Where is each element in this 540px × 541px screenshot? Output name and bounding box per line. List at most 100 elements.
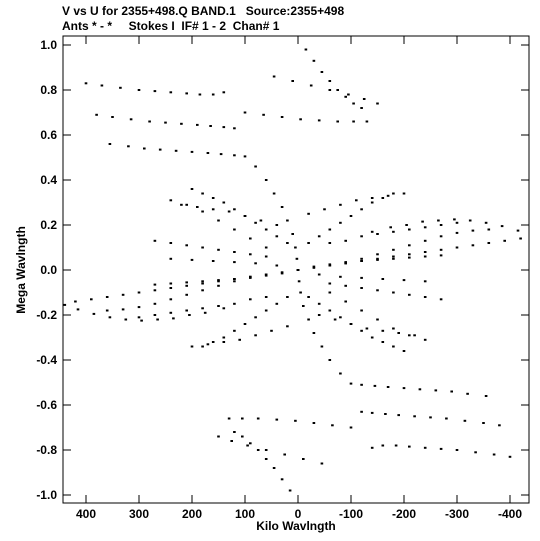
- uv-point: [312, 422, 316, 424]
- uv-point: [392, 192, 395, 195]
- y-tick-label: 0.4: [40, 173, 57, 187]
- uv-point: [463, 419, 467, 422]
- uv-point: [129, 118, 133, 121]
- uv-point: [201, 289, 204, 292]
- uv-point: [169, 311, 173, 314]
- uv-point: [275, 418, 279, 421]
- uv-point: [508, 455, 512, 458]
- uv-point: [328, 359, 332, 361]
- uv-point: [320, 462, 324, 465]
- uv-point: [328, 228, 332, 231]
- uv-point: [259, 219, 263, 222]
- uv-point: [201, 210, 204, 213]
- uv-point: [381, 278, 385, 280]
- uv-point: [185, 281, 188, 284]
- uv-point: [423, 226, 427, 229]
- uv-point: [360, 329, 363, 332]
- uv-point: [243, 155, 247, 158]
- uv-point: [373, 384, 377, 387]
- uv-point: [381, 444, 385, 447]
- uv-point: [296, 269, 300, 271]
- uv-point: [328, 291, 332, 294]
- uv-point: [360, 309, 363, 312]
- uv-point: [307, 212, 310, 215]
- uv-point: [437, 219, 440, 222]
- uv-point: [323, 208, 326, 211]
- uv-point: [429, 416, 432, 419]
- uv-point: [63, 303, 67, 306]
- uv-point: [317, 302, 321, 305]
- y-tick-label: 0.2: [40, 218, 57, 232]
- uv-point: [376, 318, 379, 321]
- uv-point: [455, 246, 459, 249]
- uv-point: [262, 113, 265, 116]
- uv-point: [153, 239, 157, 242]
- uv-point: [370, 197, 374, 199]
- uv-point: [370, 336, 374, 339]
- uv-point: [256, 449, 260, 451]
- uv-point: [219, 153, 223, 156]
- uv-point: [196, 123, 199, 126]
- uv-point: [328, 89, 332, 91]
- uv-point: [127, 145, 130, 148]
- uv-point: [211, 197, 215, 199]
- uv-point: [453, 218, 456, 221]
- x-tick-label: 200: [182, 507, 202, 521]
- uv-point: [336, 120, 339, 123]
- x-tick-label: -100: [339, 507, 363, 521]
- uv-point: [516, 229, 520, 232]
- uv-point: [376, 233, 379, 235]
- uv-point: [209, 125, 212, 127]
- uv-point: [423, 251, 427, 253]
- uv-point: [264, 296, 268, 298]
- uv-point: [423, 239, 427, 242]
- uv-point: [100, 84, 104, 87]
- uv-point: [243, 111, 247, 114]
- uv-point: [280, 116, 284, 118]
- uv-point: [153, 283, 157, 286]
- uv-point: [254, 334, 257, 337]
- uv-point: [408, 244, 411, 247]
- uv-point: [286, 325, 289, 328]
- uv-point: [397, 332, 400, 334]
- uv-point: [270, 329, 273, 332]
- uv-point: [299, 118, 302, 121]
- chart-title-line-2: Ants * - * Stokes I IF# 1 - 2 Chan# 1: [62, 19, 280, 33]
- uv-point: [333, 318, 337, 321]
- uv-point: [503, 239, 506, 242]
- uv-point: [233, 280, 236, 283]
- uv-point: [264, 228, 268, 231]
- uv-point: [288, 489, 292, 492]
- uv-point: [360, 287, 363, 289]
- uv-point: [376, 102, 379, 105]
- uv-point: [468, 219, 472, 222]
- uv-point: [498, 424, 501, 427]
- uv-point: [317, 314, 321, 316]
- uv-point: [280, 271, 284, 274]
- uv-point: [349, 426, 353, 429]
- uv-point: [355, 199, 358, 202]
- uv-point: [233, 251, 236, 253]
- uv-point: [434, 389, 438, 392]
- uv-point: [264, 179, 268, 181]
- x-tick-label: 300: [129, 507, 149, 521]
- uv-point: [108, 316, 112, 319]
- uv-point: [471, 229, 475, 232]
- x-tick-label: 0: [295, 507, 302, 521]
- uv-point: [392, 291, 395, 294]
- uv-point: [302, 305, 305, 307]
- uv-point: [344, 284, 347, 287]
- uv-point: [365, 120, 369, 123]
- uv-point: [484, 395, 488, 397]
- uv-point: [188, 314, 191, 316]
- uv-point: [339, 275, 342, 278]
- uv-point: [328, 264, 332, 267]
- uv-point: [376, 253, 379, 256]
- data-points: [63, 48, 522, 492]
- uv-point: [137, 89, 141, 91]
- uv-point: [156, 318, 159, 321]
- uv-point: [286, 296, 289, 298]
- uv-point: [344, 239, 347, 242]
- uv-point: [291, 233, 294, 235]
- uv-point: [233, 127, 236, 130]
